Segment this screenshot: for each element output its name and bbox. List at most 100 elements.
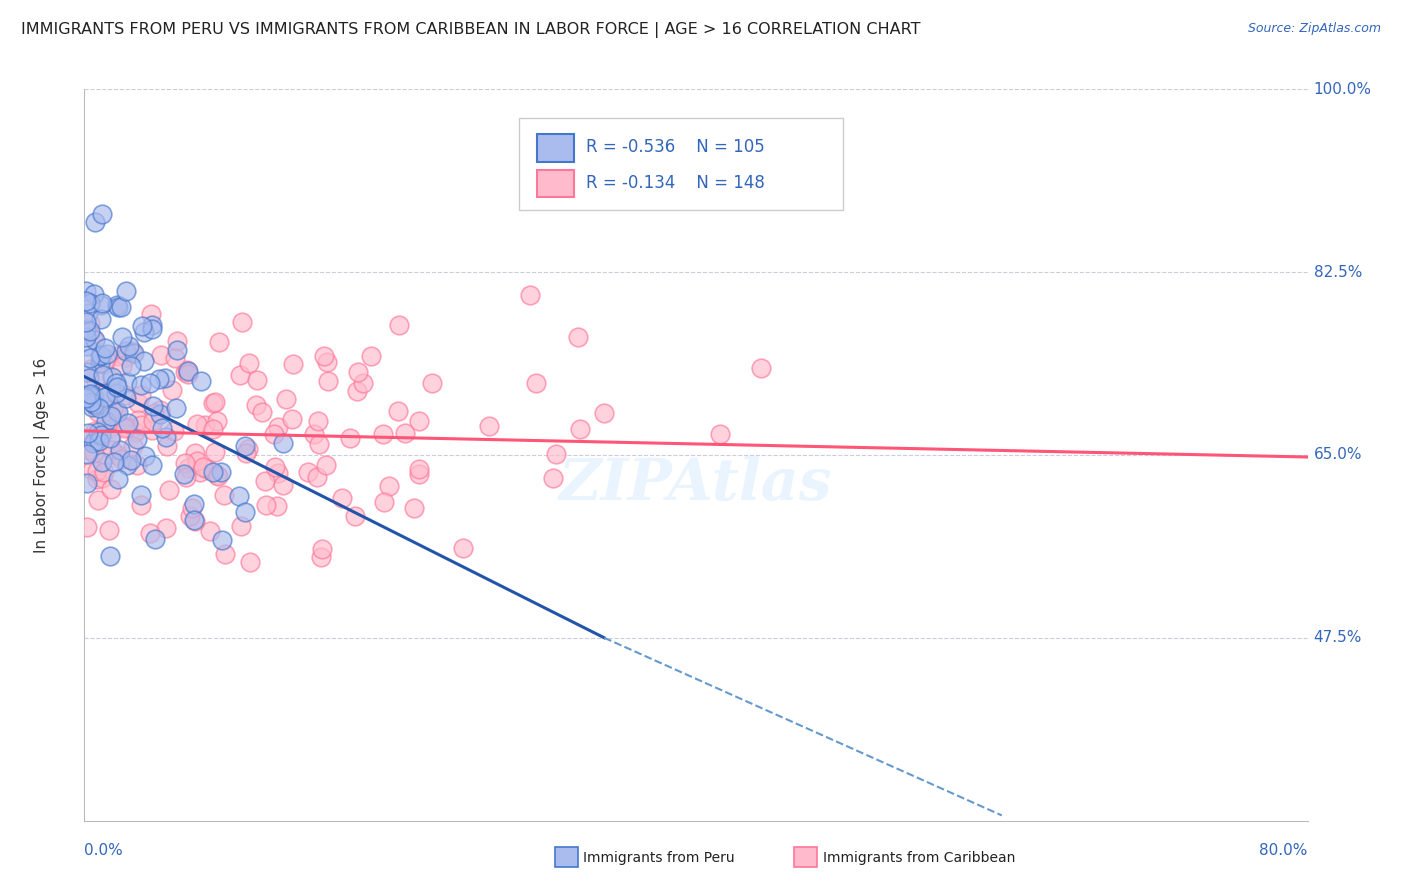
Point <box>83 397 105 411</box>
Point <box>453 541 475 555</box>
Point <box>94 384 117 399</box>
Point <box>84 372 107 386</box>
Text: 82.5%: 82.5% <box>1313 265 1362 279</box>
Point <box>89 401 111 416</box>
Point <box>110 452 132 467</box>
Point <box>80 391 103 405</box>
Point <box>94 352 117 367</box>
Point <box>202 465 225 479</box>
Point <box>122 346 145 360</box>
Point <box>408 467 430 482</box>
Point <box>346 384 368 398</box>
Point <box>105 380 128 394</box>
Point <box>103 455 125 469</box>
FancyBboxPatch shape <box>537 169 574 197</box>
Point <box>89 356 111 370</box>
Point <box>76 330 98 344</box>
Text: IMMIGRANTS FROM PERU VS IMMIGRANTS FROM CARIBBEAN IN LABOR FORCE | AGE > 16 CORR: IMMIGRANTS FROM PERU VS IMMIGRANTS FROM … <box>21 22 921 38</box>
Point <box>173 467 195 481</box>
Point <box>139 307 162 321</box>
Point <box>253 475 276 489</box>
Point <box>114 392 136 406</box>
Point <box>115 375 138 389</box>
Point <box>114 421 136 435</box>
Point <box>75 285 97 299</box>
Point <box>186 417 208 431</box>
Point <box>87 425 110 439</box>
Point <box>97 422 120 436</box>
Text: Immigrants from Caribbean: Immigrants from Caribbean <box>823 851 1015 865</box>
Point <box>254 498 277 512</box>
Point <box>208 334 231 349</box>
Point <box>105 349 128 363</box>
Point <box>89 349 111 363</box>
Point <box>129 499 152 513</box>
Point <box>352 376 374 391</box>
Point <box>104 376 127 390</box>
Point <box>183 497 205 511</box>
Point <box>143 532 166 546</box>
Text: R = -0.134    N = 148: R = -0.134 N = 148 <box>586 174 765 192</box>
Point <box>318 374 340 388</box>
Point <box>134 353 156 368</box>
Point <box>100 409 122 424</box>
Point <box>150 421 173 435</box>
Text: 47.5%: 47.5% <box>1313 631 1362 645</box>
Point <box>100 483 122 497</box>
Point <box>546 447 568 461</box>
Point <box>749 361 772 376</box>
Point <box>343 508 366 523</box>
Point <box>163 425 186 439</box>
Point <box>111 359 134 373</box>
Point <box>236 442 259 457</box>
Point <box>184 514 207 528</box>
Point <box>83 215 105 229</box>
Point <box>307 469 329 483</box>
Point <box>228 368 250 383</box>
Point <box>281 411 304 425</box>
Point <box>309 549 332 564</box>
Point <box>75 391 97 405</box>
Point <box>76 365 98 379</box>
Point <box>519 288 541 302</box>
Point <box>209 465 232 479</box>
Point <box>107 448 129 462</box>
Point <box>402 500 425 515</box>
Point <box>314 349 336 363</box>
Point <box>388 318 411 333</box>
Point <box>84 425 107 439</box>
Point <box>94 391 117 405</box>
Point <box>142 406 165 420</box>
Point <box>408 413 430 427</box>
Point <box>307 414 329 428</box>
Point <box>190 374 212 388</box>
Point <box>77 425 100 440</box>
Point <box>302 426 325 441</box>
Point <box>127 396 149 410</box>
Point <box>347 365 370 379</box>
Point <box>177 461 200 475</box>
Point <box>90 471 112 485</box>
Point <box>180 500 202 515</box>
Point <box>83 434 105 449</box>
Point <box>177 368 200 382</box>
Point <box>76 519 98 533</box>
Point <box>141 458 163 472</box>
Point <box>207 468 229 483</box>
Point <box>100 430 122 444</box>
Point <box>83 287 105 301</box>
Point <box>568 422 591 436</box>
Point <box>267 419 290 434</box>
Point <box>408 462 430 476</box>
Point <box>77 388 100 402</box>
Point <box>202 422 225 436</box>
Point <box>138 526 160 541</box>
Point <box>107 415 129 429</box>
Point <box>166 343 188 358</box>
Point <box>82 401 104 415</box>
Point <box>117 420 139 434</box>
Text: 0.0%: 0.0% <box>84 843 124 857</box>
Point <box>141 318 163 333</box>
Point <box>104 385 127 400</box>
Point <box>308 437 330 451</box>
